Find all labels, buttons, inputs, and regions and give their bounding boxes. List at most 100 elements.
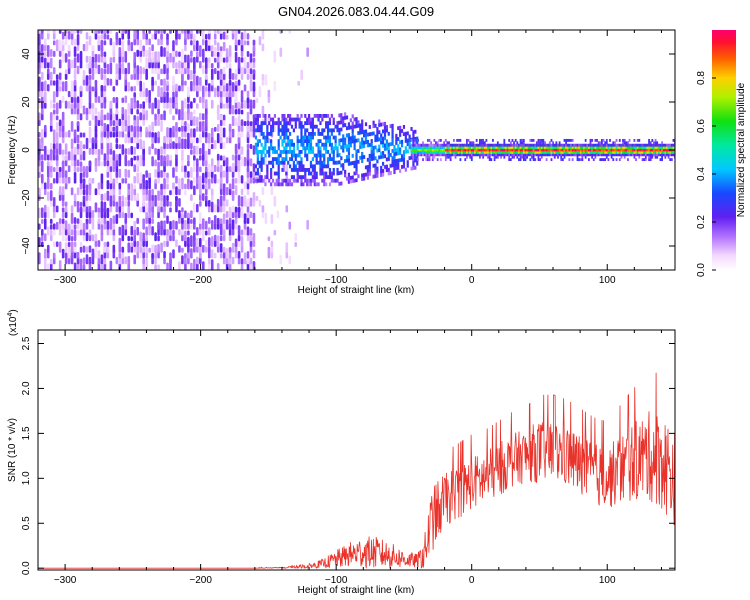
heatmap-cell (52, 178, 56, 184)
heatmap-cell (387, 171, 390, 176)
heatmap-cell (545, 148, 548, 152)
heatmap-cell (306, 153, 309, 158)
heatmap-cell (103, 192, 107, 201)
heatmap-cell (91, 56, 95, 63)
heatmap-cell (73, 262, 77, 270)
heatmap-cell (571, 146, 574, 150)
heatmap-cell (40, 136, 44, 144)
heatmap-cell (395, 159, 398, 163)
heatmap-cell (133, 146, 137, 155)
heatmap-cell (163, 240, 166, 247)
heatmap-cell (672, 146, 675, 150)
heatmap-cell (228, 217, 232, 224)
heatmap-cell (266, 150, 269, 154)
heatmap-cell (609, 143, 611, 147)
heatmap-cell (467, 146, 470, 150)
heatmap-cell (79, 206, 83, 213)
heatmap-cell (94, 53, 98, 63)
heatmap-cell (277, 178, 280, 183)
heatmap-cell (109, 156, 113, 167)
heatmap-cell (304, 135, 307, 140)
heatmap-cell (58, 39, 62, 52)
heatmap-cell (381, 143, 385, 148)
heatmap-cell (82, 43, 86, 52)
heatmap-cell (256, 117, 259, 122)
heatmap-cell (106, 78, 110, 86)
heatmap-cell (555, 146, 558, 150)
heatmap-cell (372, 163, 375, 168)
heatmap-cell (472, 143, 475, 147)
heatmap-cell (355, 156, 358, 161)
heatmap-cell (266, 175, 269, 180)
heatmap-cell (181, 61, 184, 69)
heatmap-cell (228, 262, 232, 270)
heatmap-cell (633, 150, 636, 154)
heatmap-cell (423, 146, 426, 150)
heatmap-cell (115, 137, 119, 144)
heatmap-cell (133, 239, 137, 247)
heatmap-cell (550, 150, 553, 154)
heatmap-cell (207, 57, 211, 63)
heatmap-cell (596, 153, 598, 157)
heatmap-cell (412, 155, 415, 159)
heatmap-cell (97, 207, 101, 213)
heatmap-cell (287, 142, 290, 147)
heatmap-cell (321, 168, 324, 172)
heatmap-cell (178, 32, 181, 40)
heatmap-cell (498, 148, 501, 152)
heatmap-cell (654, 146, 657, 150)
heatmap-cell (237, 79, 241, 86)
heatmap-cell (100, 56, 104, 63)
heatmap-cell (199, 200, 202, 207)
heatmap-cell (175, 68, 178, 75)
heatmap-cell (287, 150, 290, 154)
heatmap-cell (216, 30, 220, 34)
heatmap-cell (175, 195, 178, 201)
heatmap-cell (288, 221, 292, 230)
heatmap-cell (199, 222, 202, 230)
heatmap-cell (630, 143, 633, 147)
heatmap-cell (219, 72, 223, 80)
heatmap-cell (380, 173, 383, 177)
heatmap-cell (449, 150, 452, 154)
heatmap-cell (88, 55, 92, 63)
heatmap-cell (199, 45, 202, 57)
heatmap-cell (565, 153, 568, 157)
heatmap-cell (317, 132, 320, 136)
heatmap-cell (175, 62, 178, 69)
heatmap-cell (163, 47, 166, 57)
heatmap-cell (307, 150, 311, 154)
heatmap-cell (246, 73, 250, 80)
heatmap-cell (444, 150, 447, 154)
heatmap-cell (204, 166, 208, 173)
heatmap-cell (133, 51, 137, 63)
heatmap-cell (79, 147, 83, 155)
heatmap-cell (266, 128, 269, 133)
heatmap-cell (246, 33, 250, 40)
heatmap-cell (118, 37, 122, 46)
heatmap-cell (383, 125, 387, 130)
heatmap-cell (300, 135, 303, 140)
heatmap-cell (187, 171, 190, 178)
heatmap-cell (277, 157, 280, 162)
heatmap-cell (451, 143, 454, 147)
heatmap-cell (534, 143, 537, 147)
heatmap-cell (426, 155, 429, 159)
heatmap-cell (438, 138, 441, 142)
heatmap-cell (448, 150, 450, 154)
heatmap-cell (216, 132, 220, 144)
heatmap-cell (204, 119, 208, 126)
heatmap-cell (479, 146, 481, 150)
heatmap-cell (467, 150, 470, 154)
heatmap-cell (234, 165, 238, 173)
heatmap-cell (615, 138, 618, 142)
heatmap-cell (121, 144, 125, 155)
heatmap-cell (317, 153, 320, 158)
heatmap-cell (404, 139, 407, 143)
heatmap-cell (531, 146, 533, 150)
heatmap-cell (148, 96, 151, 103)
heatmap-cell (121, 211, 125, 219)
heatmap-cell (246, 97, 250, 103)
heatmap-cell (537, 150, 540, 154)
heatmap-cell (271, 117, 275, 122)
